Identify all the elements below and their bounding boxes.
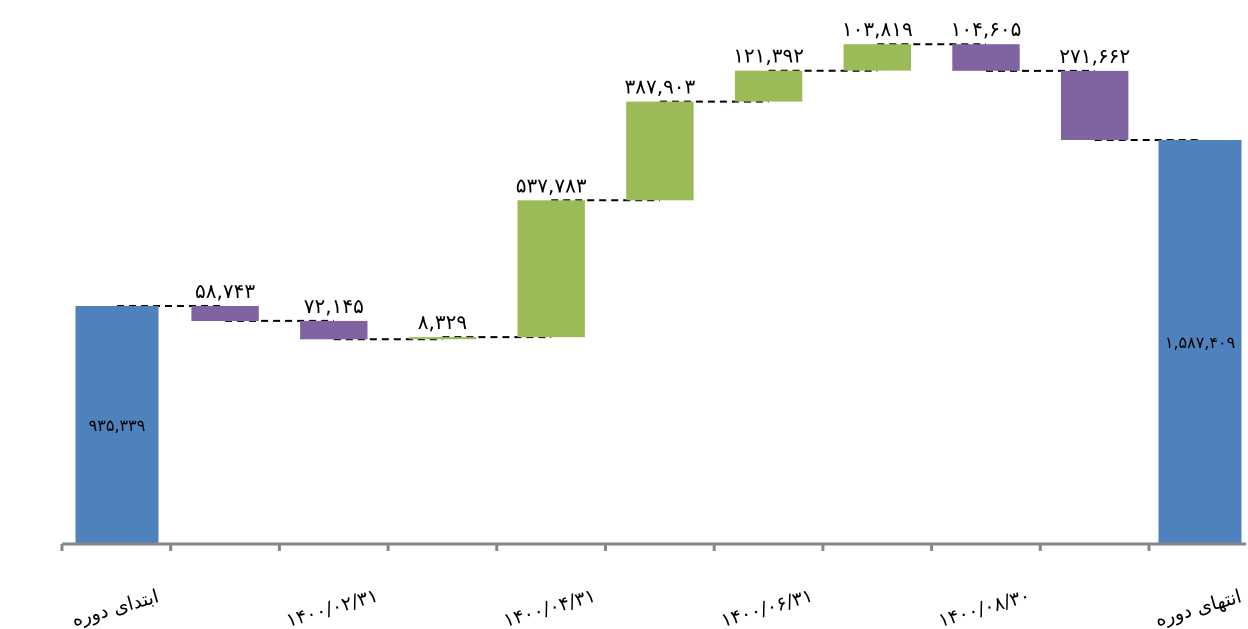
value-label-1: ۵۸,۷۴۳ [195,279,255,303]
value-label-0: ۹۳۵,۳۳۹ [89,416,146,435]
bar-increase-6 [734,70,803,102]
bars [75,44,1242,544]
value-label-2: ۷۲,۱۴۵ [304,294,364,318]
bar-total-10 [1158,140,1242,544]
bar-decrease-2 [300,320,368,340]
value-label-7: ۱۰۳,۸۱۹ [842,17,913,41]
value-label-4: ۵۳۷,۷۸۳ [516,173,587,197]
value-labels: ۹۳۵,۳۳۹ ۵۸,۷۴۳ ۷۲,۱۴۵ ۸,۳۲۹ ۵۳۷,۷۸۳ ۳۸۷,۹۰۳ ۱۲… [89,17,1235,435]
x-tick-label-8: ۱۴۰۰/۰۸/۳۰ [936,585,1033,629]
value-label-9: ۲۷۱,۶۶۲ [1059,44,1130,68]
x-axis [60,542,1246,551]
x-tick-label-6: ۱۴۰۰/۰۶/۳۱ [719,585,816,629]
value-label-5: ۳۸۷,۹۰۳ [624,75,695,99]
bar-increase-7 [843,44,911,71]
value-label-10: ۱,۵۸۷,۴۰۹ [1165,333,1235,352]
bar-increase-3 [408,337,477,340]
bar-decrease-1 [191,306,259,321]
x-tick-label-4: ۱۴۰۰/۰۴/۳۱ [501,585,598,629]
x-tick-label-10: انتهای دوره [1153,585,1244,629]
value-label-3: ۸,۳۲۹ [418,310,467,334]
tick-labels: ابتدای دوره ۱۴۰۰/۰۲/۳۱ ۱۴۰۰/۰۴/۳۱ ۱۴۰۰/۰۶/۳… [69,585,1244,629]
bar-increase-5 [626,101,694,201]
bar-decrease-9 [1061,70,1129,140]
value-label-6: ۱۲۱,۳۹۲ [733,44,804,68]
value-label-8: ۱۰۴,۶۰۵ [951,17,1022,41]
x-tick-label-0: ابتدای دوره [69,585,161,629]
bar-decrease-8 [952,44,1020,71]
bar-increase-4 [517,200,585,338]
x-tick-label-2: ۱۴۰۰/۰۲/۳۱ [284,585,381,629]
bar-total-0 [75,306,159,544]
